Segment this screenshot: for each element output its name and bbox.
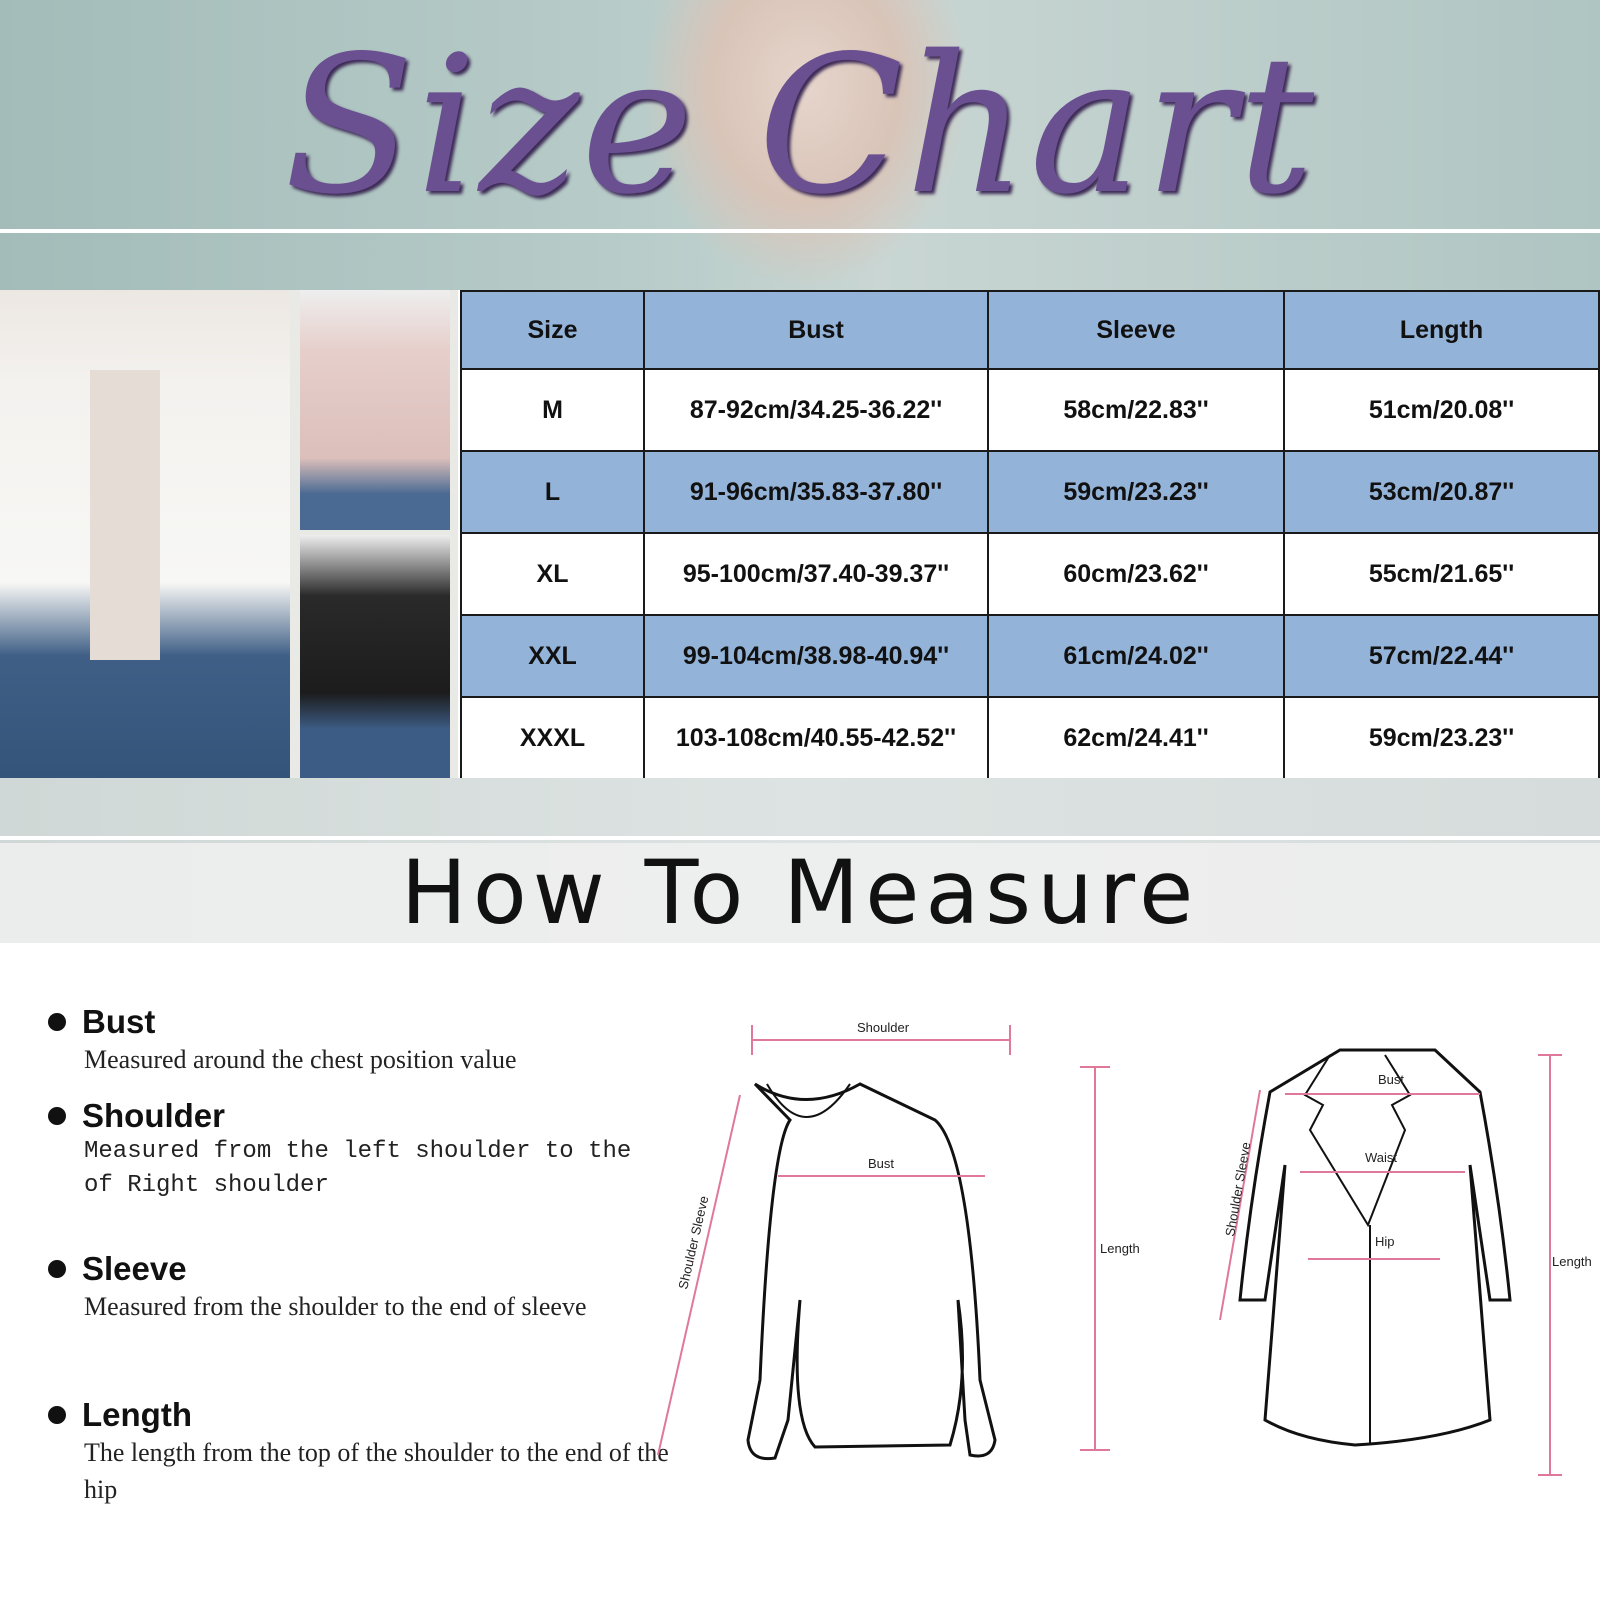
label-coat-bust: Bust: [1378, 1072, 1404, 1087]
cell: 59cm/23.23'': [987, 450, 1285, 534]
label-shoulder: Shoulder: [857, 1020, 910, 1035]
cell: XXL: [460, 614, 645, 698]
cell: 60cm/23.62'': [987, 532, 1285, 616]
col-length: Length: [1283, 290, 1600, 370]
col-size: Size: [460, 290, 645, 370]
col-bust: Bust: [643, 290, 989, 370]
cell: M: [460, 368, 645, 452]
cell: 87-92cm/34.25-36.22'': [643, 368, 989, 452]
measure-diagram: Shoulder Bust Length Shoulder Sleeve Bus…: [657, 1020, 1592, 1476]
photo-pink-jacket: [300, 290, 450, 530]
cell: XXXL: [460, 696, 645, 780]
label-length: Length: [1100, 1241, 1140, 1256]
cell: 53cm/20.87'': [1283, 450, 1600, 534]
guide-label: Length: [82, 1396, 192, 1433]
guide-label: Shoulder: [82, 1097, 226, 1134]
model-face-background: [640, 0, 970, 290]
coat-measure-lines: [1219, 1054, 1562, 1476]
cell: 57cm/22.44'': [1283, 614, 1600, 698]
guide-desc: The length from the top of the shoulder …: [84, 1438, 669, 1504]
cell: 59cm/23.23'': [1283, 696, 1600, 780]
guide-sleeve: Sleeve Measured from the shoulder to the…: [48, 1250, 674, 1325]
bullet-icon: [48, 1107, 66, 1125]
guide-desc: Measured from the left shoulder to the o…: [84, 1138, 632, 1199]
photo-white-jacket: [0, 290, 290, 778]
photo-black-jacket: [300, 535, 450, 778]
bullet-icon: [48, 1260, 66, 1278]
label-coat-length: Length: [1552, 1254, 1592, 1269]
label-bust: Bust: [868, 1156, 894, 1171]
cell: 91-96cm/35.83-37.80'': [643, 450, 989, 534]
cell: 95-100cm/37.40-39.37'': [643, 532, 989, 616]
guide-label: Sleeve: [82, 1250, 187, 1287]
cell: 62cm/24.41'': [987, 696, 1285, 780]
size-table: Size Bust Sleeve Length M 87-92cm/34.25-3…: [460, 290, 1600, 780]
guide-length: Length The length from the top of the sh…: [48, 1396, 674, 1508]
guide-label: Bust: [82, 1003, 156, 1040]
table-row: XXXL 103-108cm/40.55-42.52'' 62cm/24.41'' 5…: [460, 696, 1600, 780]
coat-drawing: [1238, 1048, 1512, 1447]
col-sleeve: Sleeve: [987, 290, 1285, 370]
label-coat-waist: Waist: [1365, 1150, 1397, 1165]
cell: L: [460, 450, 645, 534]
cell: XL: [460, 532, 645, 616]
guide-desc: Measured around the chest position value: [84, 1045, 517, 1074]
cell: 58cm/22.83'': [987, 368, 1285, 452]
how-to-measure-title: How To Measure: [0, 843, 1600, 943]
guide-shoulder: Shoulder Measured from the left shoulder…: [48, 1097, 674, 1203]
table-row: L 91-96cm/35.83-37.80'' 59cm/23.23'' 53cm/2…: [460, 450, 1600, 534]
product-photos: [0, 290, 458, 778]
cell: 103-108cm/40.55-42.52'': [643, 696, 989, 780]
table-row: XL 95-100cm/37.40-39.37'' 60cm/23.62'' 55cm…: [460, 532, 1600, 616]
guide-bust: Bust Measured around the chest position …: [48, 1003, 674, 1078]
cell: 61cm/24.02'': [987, 614, 1285, 698]
guide-desc: Measured from the shoulder to the end of…: [84, 1292, 587, 1321]
sweater-measure-lines: [657, 1025, 1110, 1456]
header-banner: [0, 0, 1600, 290]
label-coat-hip: Hip: [1375, 1234, 1395, 1249]
cell: 99-104cm/38.98-40.94'': [643, 614, 989, 698]
table-header-row: Size Bust Sleeve Length: [460, 290, 1600, 370]
page-title: Size Chart: [283, 15, 1317, 236]
table-row: M 87-92cm/34.25-36.22'' 58cm/22.83'' 51cm/2…: [460, 368, 1600, 452]
table-row: XXL 99-104cm/38.98-40.94'' 61cm/24.02'' 57c…: [460, 614, 1600, 698]
bullet-icon: [48, 1013, 66, 1031]
bullet-icon: [48, 1406, 66, 1424]
sweater-drawing: [746, 1082, 997, 1461]
cell: 51cm/20.08'': [1283, 368, 1600, 452]
cell: 55cm/21.65'': [1283, 532, 1600, 616]
divider: [0, 836, 1600, 840]
divider: [0, 229, 1600, 233]
